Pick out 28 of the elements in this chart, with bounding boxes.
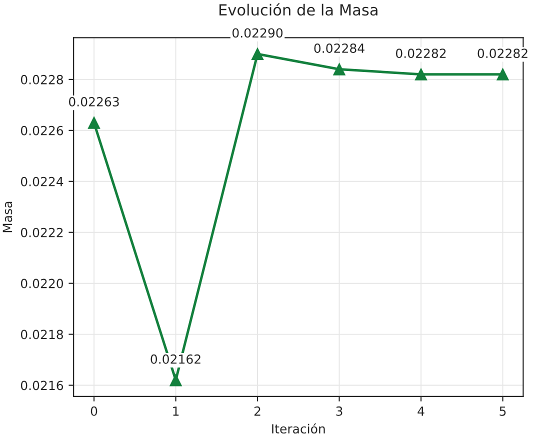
- x-tick-label: 0: [90, 406, 98, 416]
- y-tick-label: 0.0220: [20, 278, 64, 288]
- text: 0.02290: [232, 28, 283, 38]
- text: 0.02282: [478, 48, 528, 58]
- chart-title: Evolución de la Masa: [219, 3, 378, 16]
- y-tick-label: 0.0216: [20, 380, 64, 390]
- point: [170, 374, 182, 386]
- x-tick-label: 1: [173, 406, 179, 416]
- y-tick-label: 0.0228: [20, 74, 63, 84]
- x-axis-title: Iteración: [272, 423, 325, 434]
- text: 0.02284: [314, 43, 364, 53]
- text: 0.02162: [150, 354, 200, 364]
- y-tick-label: 0.0222: [20, 228, 63, 238]
- y-axis-title: Masa: [2, 202, 12, 232]
- text: 0.02282: [396, 48, 446, 58]
- x-tick-label: 3: [336, 406, 342, 416]
- y-tick-label: 0.0218: [20, 330, 63, 340]
- point: [251, 48, 264, 60]
- x-tick-label: 2: [254, 406, 260, 416]
- point: [88, 116, 100, 129]
- text: 0.02263: [68, 97, 119, 106]
- x-tick-label: 5: [500, 406, 506, 416]
- x-tick-label: 4: [418, 406, 424, 416]
- y-tick-label: 0.0224: [20, 176, 64, 186]
- y-tick-label: 0.0226: [20, 126, 64, 136]
- point: [496, 68, 509, 80]
- point: [414, 68, 428, 80]
- point: [333, 63, 346, 76]
